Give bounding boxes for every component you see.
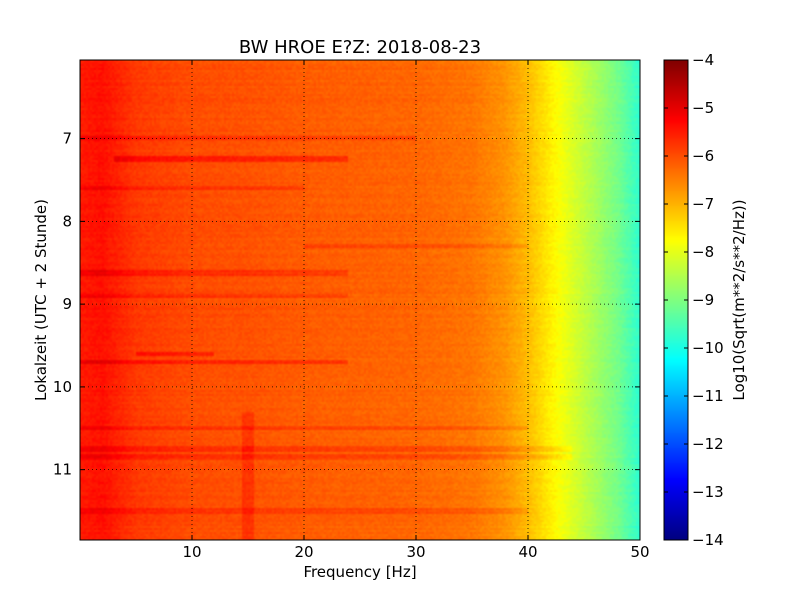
colorbar-tick-label: −10 xyxy=(692,339,724,357)
x-tick-label: 30 xyxy=(406,543,425,561)
x-axis: 10 20 30 40 50 xyxy=(182,60,650,561)
colorbar-tick-label: −8 xyxy=(692,243,714,261)
x-tick-label: 20 xyxy=(294,543,313,561)
colorbar-tick-label: −9 xyxy=(692,291,714,309)
spectrogram-image xyxy=(80,60,640,540)
colorbar-tick-label: −4 xyxy=(692,51,714,69)
colorbar-tick-label: −14 xyxy=(692,531,724,549)
colorbar-tick-label: −12 xyxy=(692,435,724,453)
colorbar: −4 −5 −6 −7 −8 −9 −10 −11 −12 −13 −14 xyxy=(663,51,724,549)
colorbar-tick-label: −6 xyxy=(692,147,714,165)
y-tick-label: 11 xyxy=(53,461,72,479)
y-tick-label: 9 xyxy=(62,295,72,313)
grid-lines xyxy=(80,60,640,540)
colorbar-tick-label: −11 xyxy=(692,387,724,405)
y-tick-label: 7 xyxy=(62,130,72,148)
x-tick-label: 50 xyxy=(630,543,649,561)
chart-title: BW HROE E?Z: 2018-08-23 xyxy=(239,37,481,58)
colorbar-tick-label: −13 xyxy=(692,483,724,501)
x-tick-label: 10 xyxy=(182,543,201,561)
x-axis-label: Frequency [Hz] xyxy=(303,563,416,581)
y-axis-label: Lokalzeit (UTC + 2 Stunde) xyxy=(32,199,50,401)
colorbar-tick-label: −5 xyxy=(692,99,714,117)
y-axis: 7 8 9 10 11 xyxy=(53,130,640,479)
x-tick-label: 40 xyxy=(518,543,537,561)
colorbar-ticks: −4 −5 −6 −7 −8 −9 −10 −11 −12 −13 −14 xyxy=(664,51,724,549)
plot-frame xyxy=(79,59,641,541)
colorbar-tick-label: −7 xyxy=(692,195,714,213)
y-tick-label: 8 xyxy=(62,212,72,230)
y-tick-label: 10 xyxy=(53,378,72,396)
colorbar-label: Log10(Sqrt(m**2/s**2/Hz)) xyxy=(730,199,748,400)
